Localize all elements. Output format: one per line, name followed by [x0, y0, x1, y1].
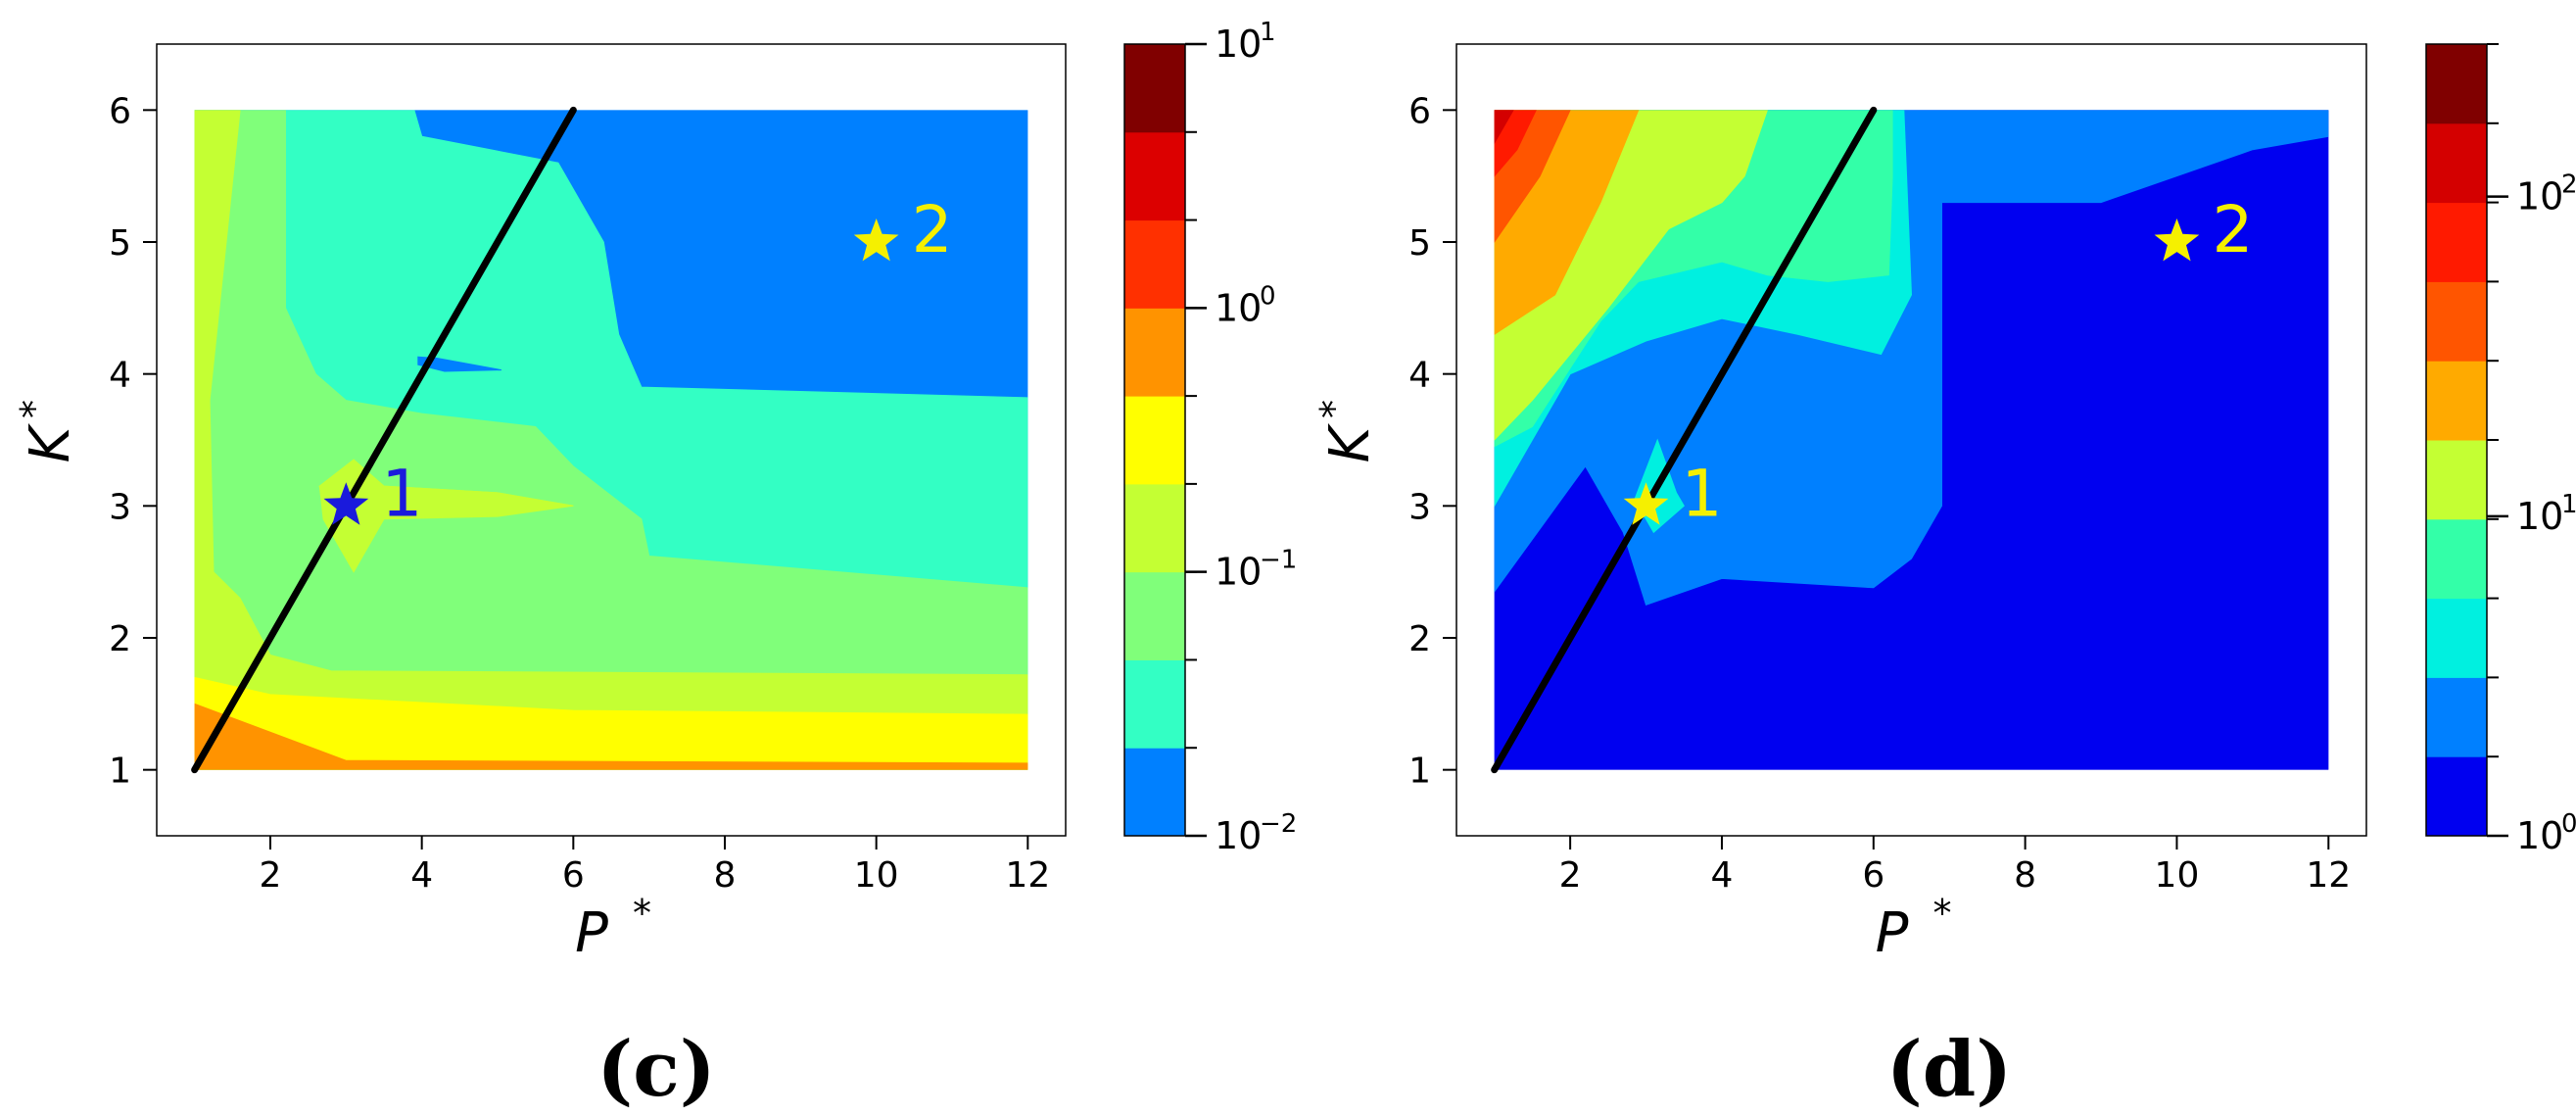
colorbar-label: 10 [1215, 23, 1262, 66]
x-tick-label: 12 [1005, 855, 1050, 896]
colorbar-segment [2426, 202, 2487, 282]
colorbar-label: 10 [2516, 175, 2563, 219]
y-tick-label: 6 [1408, 91, 1431, 131]
y-axis: 1 2 3 4 5 6 [109, 91, 157, 792]
y-axis-label-sup: * [1312, 400, 1356, 418]
contour-field [194, 110, 1028, 770]
colorbar-label-exponent: 2 [2561, 170, 2576, 200]
y-tick-label: 4 [1408, 356, 1431, 396]
y-axis-label: K [1318, 422, 1382, 462]
colorbar-label: 10 [1215, 286, 1262, 329]
colorbar-segment [2426, 440, 2487, 520]
x-axis-label-sup: * [1933, 892, 1952, 935]
colorbar-label: 10 [2516, 814, 2563, 857]
colorbar-segment [2426, 44, 2487, 124]
x-tick-label: 4 [1711, 855, 1734, 896]
colorbar-segment [2426, 281, 2487, 362]
x-tick-label: 6 [1862, 855, 1884, 896]
contour-field [1494, 110, 2329, 770]
colorbar-segment [2426, 518, 2487, 600]
y-tick-label: 2 [109, 619, 131, 659]
colorbar-segment [1124, 659, 1185, 749]
x-tick-label: 10 [854, 855, 899, 896]
colorbar-label: 10 [2516, 495, 2563, 538]
y-tick-label: 2 [1408, 619, 1431, 659]
star-marker-1 [1623, 482, 1669, 525]
colorbar-segment [2426, 756, 2487, 837]
contour-region [194, 703, 1028, 770]
y-tick-label: 5 [109, 223, 131, 264]
colorbar-label: 10 [1215, 551, 1262, 594]
colorbar-segment [1124, 748, 1185, 837]
plot-frame [1455, 43, 2367, 837]
y-axis-label-sup: * [13, 400, 56, 418]
x-tick-label: 4 [410, 855, 433, 896]
y-tick-label: 3 [109, 487, 131, 527]
colorbar-segment [1124, 396, 1185, 485]
boundary-line [1491, 106, 1878, 774]
star-marker-2 [853, 219, 899, 262]
y-axis: 1 2 3 4 5 6 [1408, 91, 1456, 792]
colorbar-segment [1124, 44, 1185, 133]
x-tick-label: 8 [2014, 855, 2036, 896]
colorbar-segment [1124, 483, 1185, 573]
colorbar-label-exponent: 0 [1260, 281, 1276, 311]
colorbar-label-exponent: 0 [2561, 809, 2576, 839]
x-axis-label: P [575, 901, 608, 965]
contour-region [194, 676, 1028, 770]
x-tick-label: 10 [2155, 855, 2200, 896]
contour-region [1494, 110, 1537, 177]
star-label-2: 2 [2212, 192, 2253, 267]
x-tick-label: 12 [2306, 855, 2351, 896]
y-tick-label: 5 [1408, 223, 1431, 264]
colorbar-segment [1124, 219, 1185, 309]
colorbar-segment [2426, 361, 2487, 441]
y-tick-label: 1 [1408, 752, 1431, 792]
y-tick-label: 3 [1408, 487, 1431, 527]
y-axis-label: K [19, 422, 82, 462]
colorbar-segment [1124, 131, 1185, 221]
star-label-1: 1 [1682, 456, 1723, 531]
colorbar-label-exponent: −1 [1260, 546, 1297, 575]
star-label-1: 1 [381, 456, 422, 531]
x-tick-label: 6 [562, 855, 585, 896]
x-tick-label: 2 [260, 855, 282, 896]
colorbar-label: 10 [1215, 814, 1262, 857]
y-tick-label: 1 [109, 752, 131, 792]
colorbar-segment [1124, 571, 1185, 660]
x-axis: 2 4 6 8 10 12 [1559, 836, 2351, 896]
colorbar-segment [1124, 308, 1185, 397]
colorbar-segment [2426, 598, 2487, 678]
colorbar-frame [1123, 43, 1186, 837]
y-tick-label: 4 [109, 356, 131, 396]
panel-label: (d) [1886, 1025, 2012, 1114]
panel-label: (c) [596, 1025, 715, 1114]
star-marker-2 [2154, 219, 2200, 262]
x-axis-label-sup: * [633, 892, 651, 935]
colorbar-label-exponent: −2 [1260, 809, 1297, 839]
y-tick-label: 6 [109, 91, 131, 131]
colorbar-label-exponent: 1 [1260, 18, 1276, 47]
colorbar-label-exponent: 1 [2561, 490, 2576, 519]
x-axis: 2 4 6 8 10 12 [260, 836, 1050, 896]
colorbar-segment [2426, 122, 2487, 204]
star-label-2: 2 [912, 192, 953, 267]
x-axis-label: P [1876, 901, 1909, 965]
star-marker-1 [323, 482, 369, 525]
contour-region [1494, 110, 1514, 144]
colorbar-segment [2426, 677, 2487, 757]
x-tick-label: 8 [714, 855, 737, 896]
plot-frame [156, 43, 1067, 837]
x-tick-label: 2 [1559, 855, 1582, 896]
boundary-line [191, 106, 577, 774]
contour-region [194, 110, 1028, 770]
